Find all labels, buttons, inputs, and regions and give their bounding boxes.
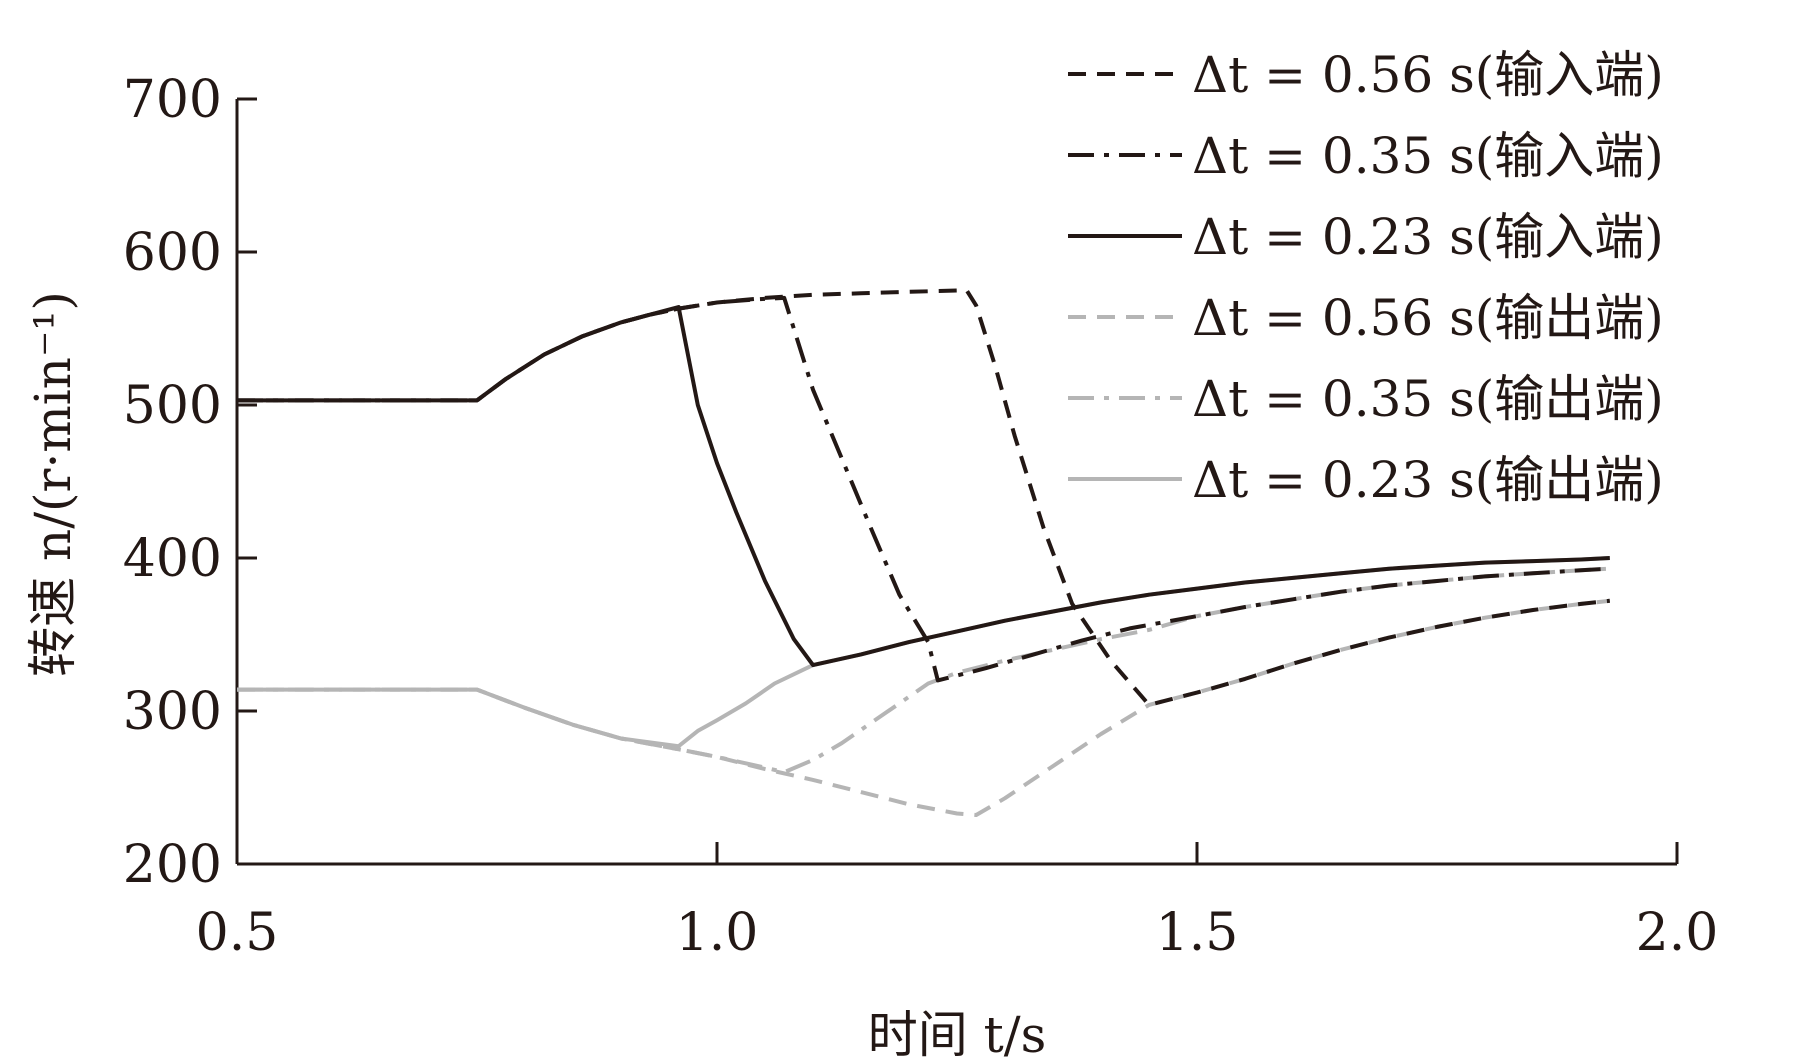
series-line bbox=[237, 566, 1610, 775]
legend-label: Δt = 0.56 s(输入端) bbox=[1192, 46, 1664, 104]
legend-label: Δt = 0.23 s(输出端) bbox=[1192, 451, 1664, 509]
y-axis-ticks: 200 300 400 500 600 700 bbox=[123, 70, 257, 895]
x-tick-label: 1.0 bbox=[676, 903, 759, 963]
y-tick-label: 600 bbox=[123, 223, 222, 283]
y-tick-label: 700 bbox=[123, 70, 222, 130]
x-tick-label: 0.5 bbox=[196, 903, 279, 963]
legend-label: Δt = 0.35 s(输出端) bbox=[1192, 370, 1664, 428]
y-tick-label: 200 bbox=[123, 835, 222, 895]
series-line bbox=[237, 556, 1610, 749]
series-lines bbox=[237, 288, 1611, 817]
x-tick-label: 1.5 bbox=[1156, 903, 1239, 963]
series-line bbox=[237, 288, 1611, 707]
x-axis-ticks: 0.5 1.0 1.5 2.0 bbox=[196, 842, 1719, 963]
legend: Δt = 0.56 s(输入端) Δt = 0.35 s(输入端) Δt = 0.2… bbox=[1068, 46, 1664, 509]
plot-area: 0.5 1.0 1.5 2.0 200 300 400 500 600 700 bbox=[123, 70, 1719, 963]
y-tick-label: 500 bbox=[123, 376, 222, 436]
y-tick-label: 400 bbox=[123, 529, 222, 589]
x-axis-title: 时间 t/s bbox=[868, 1006, 1047, 1062]
x-tick-label: 2.0 bbox=[1636, 903, 1719, 963]
legend-label: Δt = 0.56 s(输出端) bbox=[1192, 289, 1664, 347]
y-tick-label: 300 bbox=[123, 682, 222, 742]
series-line bbox=[237, 305, 1610, 668]
legend-label: Δt = 0.23 s(输入端) bbox=[1192, 208, 1664, 266]
legend-label: Δt = 0.35 s(输入端) bbox=[1192, 127, 1664, 185]
y-axis-title: 转速 n/(r·min⁻¹) bbox=[24, 291, 82, 677]
